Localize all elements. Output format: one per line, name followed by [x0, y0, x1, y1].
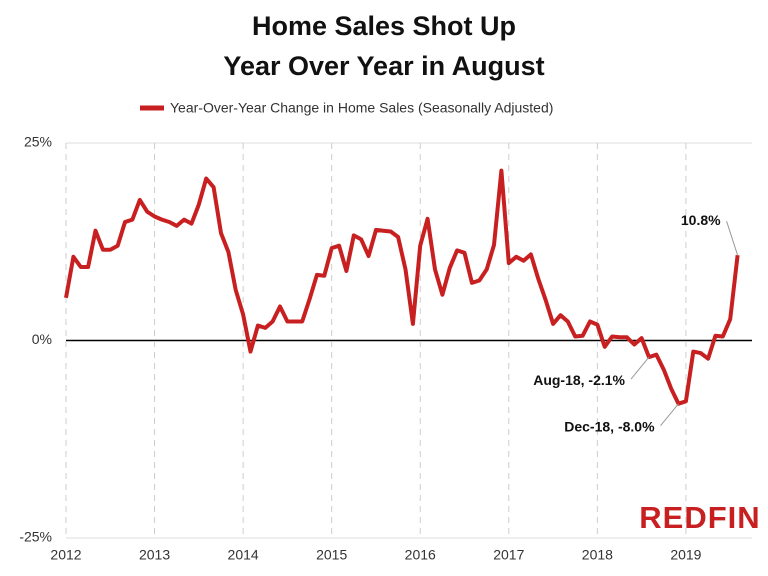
y-tick-label: -25% — [19, 529, 52, 545]
legend-label: Year-Over-Year Change in Home Sales (Sea… — [170, 100, 553, 116]
annotation-leader — [660, 403, 679, 427]
x-tick-label: 2015 — [316, 547, 347, 563]
x-tick-label: 2016 — [405, 547, 436, 563]
x-tick-label: 2013 — [139, 547, 170, 563]
chart-title: Year Over Year in August — [223, 51, 544, 81]
value-label: 10.8% — [681, 212, 721, 228]
chart-title: Home Sales Shot Up — [252, 11, 516, 41]
x-tick-label: 2018 — [582, 547, 613, 563]
data-line — [64, 168, 740, 406]
logo: REDFIN — [639, 500, 760, 535]
value-label: Dec-18, -8.0% — [564, 418, 655, 434]
x-tick-label: 2012 — [50, 547, 81, 563]
x-tick-label: 2019 — [670, 547, 701, 563]
x-tick-label: 2014 — [228, 547, 259, 563]
y-tick-label: 0% — [32, 331, 52, 347]
x-tick-label: 2017 — [493, 547, 524, 563]
y-tick-label: 25% — [24, 134, 52, 150]
value-label: Aug-18, -2.1% — [533, 372, 625, 388]
annotation-leader — [630, 356, 650, 380]
annotation-leader — [726, 221, 739, 256]
